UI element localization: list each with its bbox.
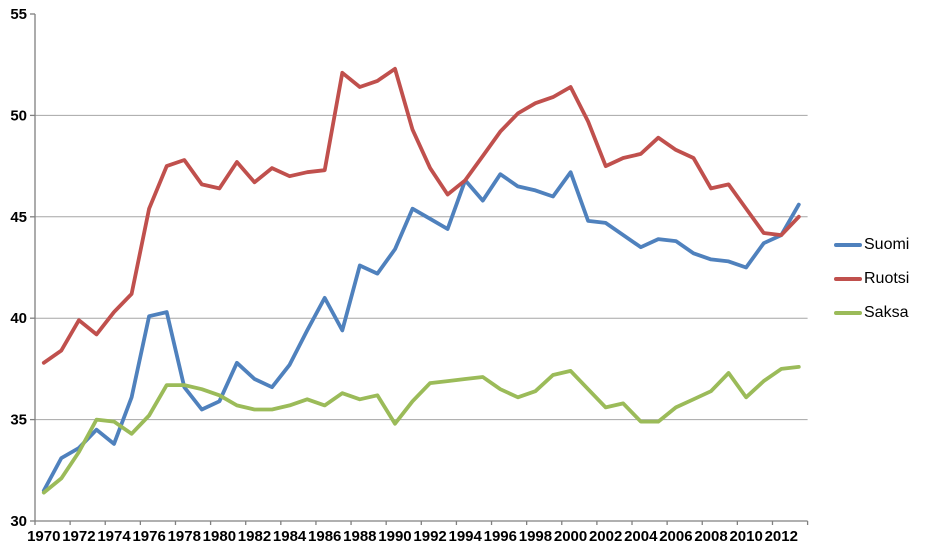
x-axis-label: 1982 xyxy=(238,528,271,545)
legend-item-suomi: Suomi xyxy=(834,228,909,262)
x-axis-label: 1984 xyxy=(273,528,307,545)
legend-swatch-saksa xyxy=(834,311,862,315)
x-axis-label: 2006 xyxy=(659,528,692,545)
x-axis-label: 2012 xyxy=(765,528,798,545)
x-axis-label: 2000 xyxy=(554,528,587,545)
x-axis-label: 1970 xyxy=(27,528,60,545)
x-axis-label: 1990 xyxy=(378,528,411,545)
y-axis-label: 45 xyxy=(10,209,27,226)
y-axis-label: 40 xyxy=(10,310,27,327)
legend-label-suomi: Suomi xyxy=(864,236,910,253)
legend-swatch-ruotsi xyxy=(834,277,862,281)
legend-item-ruotsi: Ruotsi xyxy=(834,262,909,296)
axes-group xyxy=(30,13,809,525)
gridlines-group xyxy=(35,114,808,421)
legend-swatch-suomi xyxy=(834,243,862,247)
x-axis-label: 2008 xyxy=(694,528,727,545)
legend: Suomi Ruotsi Saksa xyxy=(834,228,909,330)
series-line-suomi xyxy=(41,170,801,493)
x-axis-label: 2010 xyxy=(729,528,762,545)
x-axis-label: 1986 xyxy=(308,528,341,545)
x-axis-label: 1972 xyxy=(62,528,95,545)
x-axis-label: 2002 xyxy=(589,528,622,545)
series-line-saksa xyxy=(41,364,801,495)
y-axis-label: 50 xyxy=(10,107,27,124)
y-axis-label: 30 xyxy=(10,513,27,530)
x-axis-label: 1994 xyxy=(449,528,483,545)
x-axis-label: 1998 xyxy=(519,528,552,545)
x-axis-label: 2004 xyxy=(624,528,658,545)
legend-label-saksa: Saksa xyxy=(864,304,909,321)
legend-label-ruotsi: Ruotsi xyxy=(864,270,910,287)
x-axis-label: 1974 xyxy=(97,528,131,545)
x-axis-label: 1976 xyxy=(132,528,165,545)
axis-labels-group: 30 35 40 45 50 55 1970 1972 1974 1976 1978 1980 1982… xyxy=(10,6,798,545)
series-lines-group xyxy=(41,66,801,495)
y-axis-label: 55 xyxy=(10,6,27,23)
x-axis-label: 1980 xyxy=(203,528,236,545)
y-axis-label: 35 xyxy=(10,412,27,429)
series-line-ruotsi xyxy=(41,66,801,365)
x-axis-label: 1996 xyxy=(484,528,517,545)
legend-item-saksa: Saksa xyxy=(834,296,909,330)
x-axis-label: 1992 xyxy=(413,528,446,545)
x-axis-label: 1978 xyxy=(168,528,201,545)
x-axis-label: 1988 xyxy=(343,528,376,545)
